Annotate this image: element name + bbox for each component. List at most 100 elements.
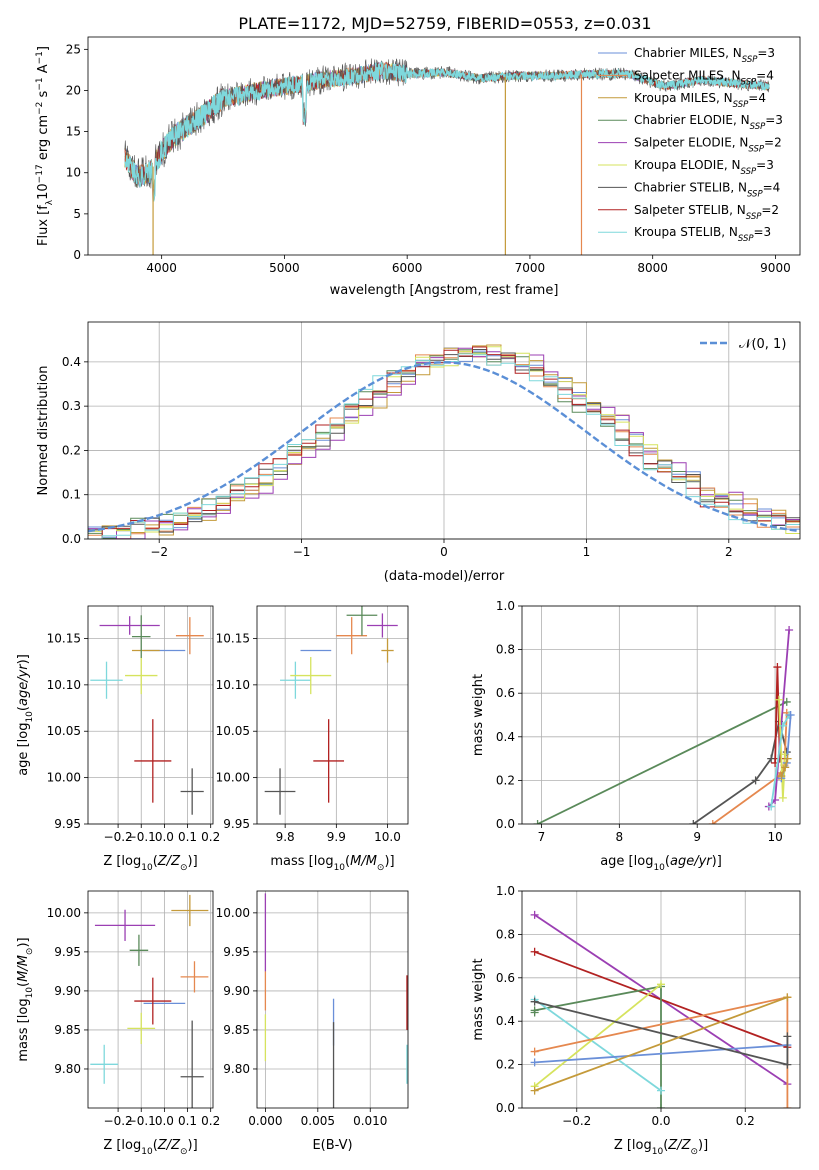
legend-label-sub: SSP: [746, 212, 762, 222]
legend-label-main: Chabrier ELODIE, N: [634, 113, 750, 127]
weight-marker: [777, 772, 786, 781]
x-axis-label: E(B-V): [312, 1138, 352, 1153]
legend-label-main: Salpeter MILES, N: [634, 68, 741, 82]
y-axis-label-part: ⊙: [25, 948, 35, 956]
x-axis-label-part: )]: [384, 854, 394, 869]
legend-label-n: =4: [756, 68, 774, 82]
legend-label-main: Salpeter STELIB, N: [634, 203, 746, 217]
axes-frame: [87, 36, 801, 256]
x-tick-label: 9000: [760, 261, 791, 275]
y-axis-label-part: )]: [16, 654, 31, 664]
weight-marker: [530, 1058, 539, 1067]
legend-label-n: =3: [754, 225, 772, 239]
plot-area-spectrum: [124, 58, 770, 255]
plot-area-mass-vs-EBV: [264, 893, 408, 1108]
plot-area-weight-vs-age: [533, 625, 795, 824]
x-tick-label: 1: [583, 545, 591, 559]
y-tick-label: 10.00: [47, 771, 81, 785]
y-tick-label: 0.0: [496, 1101, 515, 1115]
weight-marker: [773, 663, 782, 672]
x-axis-label-part: Z [log: [103, 854, 141, 869]
x-axis-label-part: Z/Z: [157, 854, 181, 869]
histogram-step: [88, 346, 800, 539]
y-axis-label-part: 10: [25, 987, 35, 999]
x-axis-label: Z [log10(Z/Z⊙)]: [103, 1138, 197, 1157]
x-tick-label: 8: [616, 830, 624, 844]
y-tick-label: 0.4: [62, 355, 81, 369]
x-axis-label-part: mass [log: [270, 854, 333, 869]
legend-label: Chabrier STELIB, NSSP=4: [634, 180, 780, 199]
x-axis-label-part: (: [665, 854, 670, 869]
figure-title: PLATE=1172, MJD=52759, FIBERID=0553, z=0…: [238, 14, 651, 33]
y-tick-label: 1.0: [496, 884, 515, 898]
y-axis-label: mass weight: [471, 674, 486, 756]
gridlines: [88, 891, 213, 1108]
y-tick-label: 0.2: [496, 1058, 515, 1072]
legend-label-main: Kroupa STELIB, N: [634, 225, 738, 239]
y-tick-label: 9.90: [223, 984, 250, 998]
y-axis-label-part: M/M: [16, 955, 31, 982]
x-tick-label: −0.2: [104, 1114, 133, 1128]
x-tick-label: 7000: [515, 261, 546, 275]
y-tick-label: 9.95: [223, 945, 250, 959]
y-axis-label: mass weight: [471, 958, 486, 1040]
x-tick-label: 6000: [392, 261, 423, 275]
y-tick-label: 10: [66, 166, 81, 180]
weight-marker: [782, 697, 791, 706]
y-tick-label: 9.95: [54, 817, 81, 831]
legend-label-sub: SSP: [741, 167, 757, 177]
x-tick-label: 9.9: [327, 830, 346, 844]
weight-marker: [533, 820, 542, 824]
x-axis-label-part: Z/Z: [157, 1138, 181, 1153]
x-tick-label: 0.2: [201, 830, 220, 844]
x-tick-label: 0.0: [651, 1114, 670, 1128]
weight-line: [534, 998, 662, 1092]
axes-frame: [521, 890, 801, 1109]
y-tick-label: 9.80: [223, 1062, 250, 1076]
legend-label: Chabrier MILES, NSSP=3: [634, 46, 775, 65]
legend-label-main: Salpeter ELODIE, N: [634, 136, 748, 150]
weight-marker: [657, 980, 665, 989]
y-tick-label: 0.0: [496, 817, 515, 831]
weight-marker: [786, 711, 795, 719]
axes-frame: [87, 321, 801, 540]
y-tick-label: 9.90: [54, 984, 81, 998]
x-tick-label: 0.0: [155, 1114, 174, 1128]
x-tick-label: −0.1: [127, 1114, 156, 1128]
y-tick-label: 0.0: [62, 532, 81, 546]
x-axis-label-part: Z [log: [614, 1138, 652, 1153]
legend-label: Kroupa MILES, NSSP=4: [634, 91, 766, 110]
legend-label-n: =4: [748, 91, 766, 105]
legend-label-main: Chabrier MILES, N: [634, 46, 742, 60]
weight-marker: [530, 947, 539, 956]
y-axis-label-part: (: [16, 982, 31, 987]
y-tick-label: 0.3: [62, 399, 81, 413]
y-tick-label: 0.4: [496, 730, 515, 744]
weight-marker: [530, 997, 539, 1006]
x-tick-label: −2: [150, 545, 168, 559]
legend-label: Kroupa STELIB, NSSP=3: [634, 225, 771, 244]
axes-frame: [87, 605, 214, 825]
weight-marker: [530, 910, 539, 919]
y-axis-label-part: −2: [35, 102, 45, 115]
y-tick-label: 0.8: [496, 927, 515, 941]
weight-marker: [708, 820, 717, 824]
panel-mass-vs-Z: −0.2−0.1 0.0 0.1 0.2 9.80 9.85 9.90 9.95 10.00 Z …: [16, 890, 220, 1157]
x-axis-label: Z [log10(Z/Z⊙)]: [614, 1138, 708, 1157]
x-axis-label-part: 10: [141, 863, 153, 873]
y-axis-label-part: 10: [36, 183, 51, 200]
y-axis-label-part: −1: [35, 51, 45, 64]
weight-line: [534, 983, 662, 1088]
x-axis-label-part: 10: [141, 1147, 153, 1157]
y-axis-label-part: Flux [f: [36, 205, 51, 246]
y-tick-label: 10.00: [216, 906, 250, 920]
weight-marker: [689, 820, 698, 824]
y-tick-label: 9.95: [223, 817, 250, 831]
x-tick-label: 2: [725, 545, 733, 559]
legend-label: Kroupa ELODIE, NSSP=3: [634, 158, 774, 177]
y-tick-label: 10.15: [47, 631, 81, 645]
y-tick-label: 0.1: [62, 488, 81, 502]
legend-label-sub: SSP: [750, 122, 766, 132]
y-tick-label: 15: [66, 125, 81, 139]
